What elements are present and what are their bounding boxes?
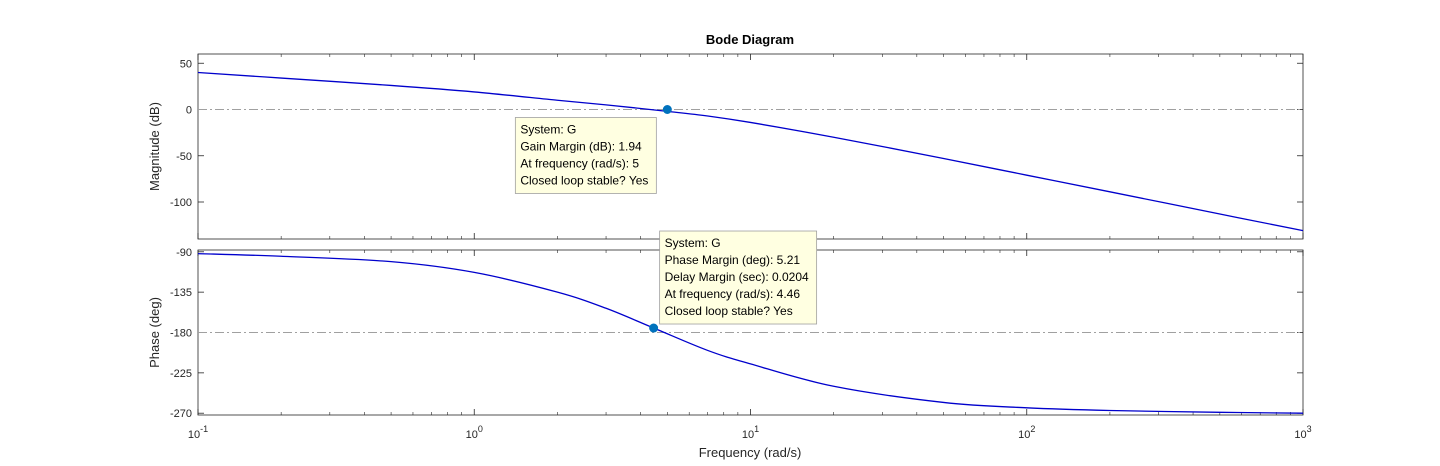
x-axis: 10-1 100 101 102 103: [188, 424, 1312, 441]
magnitude-y-tick-label: -50: [176, 151, 192, 163]
x-tick-label: 103: [1294, 424, 1311, 441]
plot-panels: 50 0 -50 -100 Magnitude (dB) -90 -135 -180 -225 -…: [147, 53, 1304, 420]
magnitude-y-tick-label: 50: [180, 58, 192, 70]
magnitude-panel: 50 0 -50 -100 Magnitude (dB): [147, 53, 1304, 240]
datatip-line: Delay Margin (sec): 0.0204: [665, 270, 809, 284]
phase-y-axis-label: Phase (deg): [147, 297, 162, 368]
phase-y-tick-label: -135: [170, 287, 192, 299]
x-tick-label: 100: [466, 424, 483, 441]
datatip-line: At frequency (rad/s): 4.46: [665, 287, 801, 301]
x-axis-label: Frequency (rad/s): [699, 445, 802, 460]
datatip-box: [659, 230, 818, 325]
datatip-box: [514, 117, 657, 194]
datatip-line: Closed loop stable? Yes: [665, 304, 793, 318]
magnitude-y-axis-label: Magnitude (dB): [147, 102, 162, 191]
datatip-line: Gain Margin (dB): 1.94: [520, 140, 642, 154]
magnitude-curve: [197, 71, 1304, 232]
datatip-line: Closed loop stable? Yes: [520, 174, 648, 188]
magnitude-margin-marker: [662, 105, 672, 114]
magnitude-datatip: System: G Gain Margin (dB): 1.94 At freque…: [514, 117, 657, 194]
phase-y-tick-label: -180: [170, 328, 192, 340]
magnitude-axes-box: [197, 53, 1304, 240]
phase-datatip: System: G Phase Margin (deg): 5.21 Delay M…: [659, 230, 818, 325]
phase-y-tick-label: -270: [170, 408, 192, 420]
datatip-line: At frequency (rad/s): 5: [520, 157, 639, 171]
x-tick-label: 102: [1018, 424, 1035, 441]
datatip-line: Phase Margin (deg): 5.21: [665, 253, 801, 267]
datatip-line: System: G: [665, 236, 721, 250]
phase-margin-marker: [649, 323, 659, 333]
x-tick-label: 101: [742, 424, 759, 441]
x-tick-label: 10-1: [188, 424, 208, 441]
phase-y-tick-label: -225: [170, 368, 192, 380]
phase-y-tick-label: -90: [176, 247, 192, 259]
chart-title: Bode Diagram: [706, 32, 794, 47]
magnitude-y-tick-label: 0: [186, 105, 192, 117]
datatip-line: System: G: [520, 123, 576, 137]
phase-curve: [197, 252, 1304, 414]
magnitude-y-tick-label: -100: [170, 197, 192, 209]
